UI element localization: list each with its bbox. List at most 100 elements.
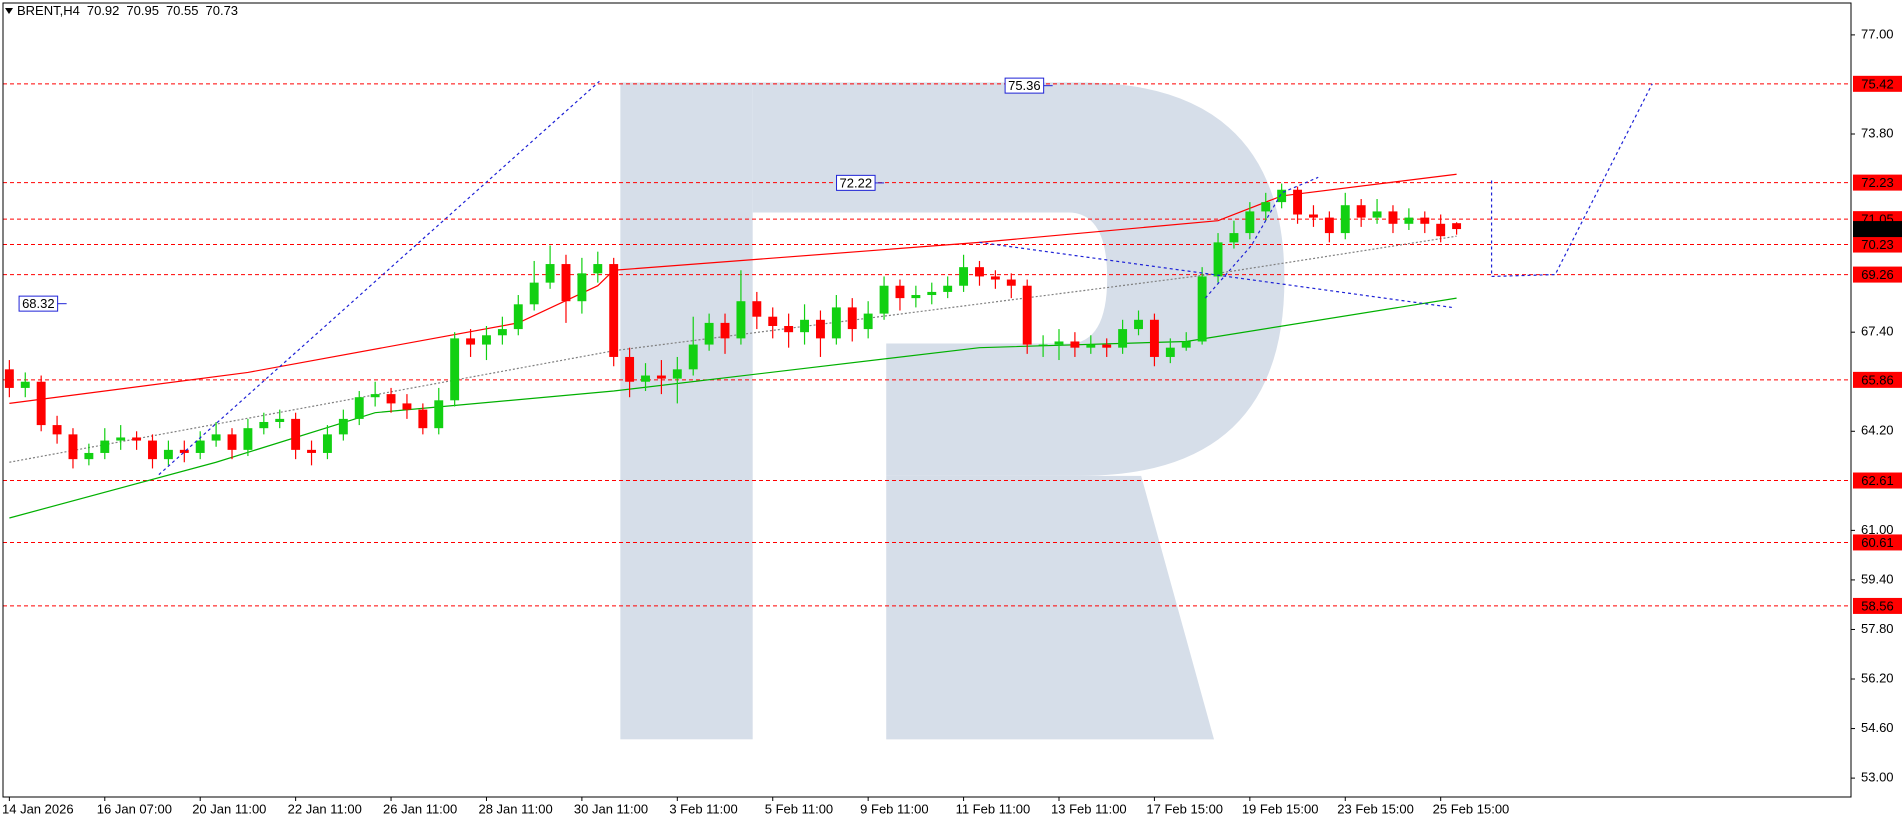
candle-body	[482, 335, 491, 345]
level-label: 75.42	[1861, 76, 1894, 91]
level-label: 62.61	[1861, 473, 1894, 488]
candle-body	[1277, 189, 1287, 203]
candle-body	[513, 304, 523, 330]
x-tick-label: 20 Jan 11:00	[192, 801, 266, 816]
candle-body	[100, 440, 110, 453]
y-tick-label: 54.60	[1861, 720, 1894, 735]
x-tick-label: 19 Feb 15:00	[1242, 801, 1319, 816]
candle-body	[1372, 211, 1382, 218]
candle-body	[227, 434, 237, 450]
candle-body	[1420, 217, 1430, 224]
candle-body	[338, 418, 348, 435]
y-tick-label: 57.80	[1861, 621, 1894, 636]
candle-body	[132, 437, 142, 441]
candle-body	[179, 449, 189, 453]
y-tick-label: 67.40	[1861, 324, 1894, 339]
candle-body	[800, 319, 809, 333]
candle-body	[418, 409, 428, 429]
title-price: 70.73	[206, 3, 239, 18]
level-label-box	[1853, 534, 1902, 551]
x-tick-label: 16 Jan 07:00	[97, 801, 172, 816]
candle-body	[815, 319, 825, 339]
y-tick-label: 56.20	[1861, 670, 1894, 685]
candle-body	[1356, 205, 1366, 218]
candle-body	[307, 449, 316, 453]
logo-bowl	[752, 82, 1285, 476]
candle-body	[879, 285, 889, 314]
level-label-box	[1853, 236, 1902, 253]
candle-body	[1229, 233, 1239, 243]
plot-frame	[2, 2, 1852, 798]
candle-body	[641, 375, 650, 382]
candle-body	[434, 400, 444, 429]
candle-body	[752, 301, 762, 317]
candle-body	[1245, 211, 1255, 234]
candle-body	[1054, 341, 1064, 345]
candle-body	[911, 295, 921, 299]
annotation-label: 72.22	[840, 175, 873, 190]
candle-body	[1165, 347, 1175, 357]
x-tick-label: 14 Jan 2026	[2, 801, 74, 816]
candle-body	[959, 267, 969, 286]
x-tick-label: 28 Jan 11:00	[478, 801, 552, 816]
candle-body	[704, 322, 714, 345]
candle-body	[4, 369, 14, 388]
level-label-box	[1853, 371, 1902, 388]
candle-body	[1340, 205, 1350, 234]
candle-body	[672, 369, 682, 379]
title-price: 70.55	[166, 3, 199, 18]
candle-body	[1038, 344, 1048, 346]
candle-body	[656, 375, 666, 379]
candle-body	[943, 285, 953, 292]
x-tick-label: 26 Jan 11:00	[383, 801, 457, 816]
y-tick-label: 59.40	[1861, 571, 1894, 586]
forecast-line	[158, 80, 600, 476]
candle-body	[975, 267, 984, 277]
candle-body	[736, 301, 746, 339]
candle-body	[1388, 211, 1398, 224]
current-price-label: 70.73	[1861, 221, 1894, 236]
x-tick-label: 22 Jan 11:00	[288, 801, 362, 816]
level-label-box	[1853, 597, 1902, 614]
candle-body	[370, 394, 380, 398]
candle-body	[1006, 279, 1016, 286]
annotation-label: 75.36	[1008, 78, 1041, 93]
candle-body	[84, 452, 94, 460]
candle-body	[1309, 214, 1318, 218]
candle-body	[1324, 217, 1334, 234]
candle-body	[561, 264, 571, 302]
logo-leg	[886, 475, 1214, 740]
candle-body	[20, 381, 30, 388]
candle-body	[322, 434, 332, 453]
x-tick-label: 11 Feb 11:00	[956, 801, 1031, 816]
candle-body	[784, 325, 794, 333]
candle-body	[1022, 285, 1032, 345]
candle-body	[1213, 242, 1223, 277]
candle-body	[1293, 189, 1303, 215]
candle-body	[497, 329, 507, 336]
title-symbol: BRENT,H4	[17, 3, 80, 18]
candle-body	[1404, 217, 1414, 224]
level-label: 60.61	[1861, 535, 1894, 550]
candle-body	[847, 307, 857, 330]
x-tick-label: 23 Feb 15:00	[1337, 801, 1414, 816]
candle-body	[354, 397, 364, 419]
candle-body	[895, 285, 905, 299]
annotation-label: 68.32	[22, 296, 55, 311]
candle-body	[291, 418, 301, 450]
level-label: 58.56	[1861, 598, 1894, 613]
title-price: 70.92	[87, 3, 120, 18]
x-tick-label: 25 Feb 15:00	[1433, 801, 1510, 816]
candle-body	[116, 437, 126, 441]
candle-body	[275, 418, 285, 422]
forecast-line	[1490, 83, 1653, 278]
forecast-line	[979, 241, 1452, 309]
level-label-box	[1853, 472, 1902, 489]
candle-body	[927, 291, 937, 296]
level-label: 69.26	[1861, 267, 1894, 282]
candle-body	[1149, 319, 1159, 357]
x-tick-label: 13 Feb 11:00	[1051, 801, 1127, 816]
candle-body	[1181, 341, 1191, 348]
candle-body	[148, 440, 157, 460]
